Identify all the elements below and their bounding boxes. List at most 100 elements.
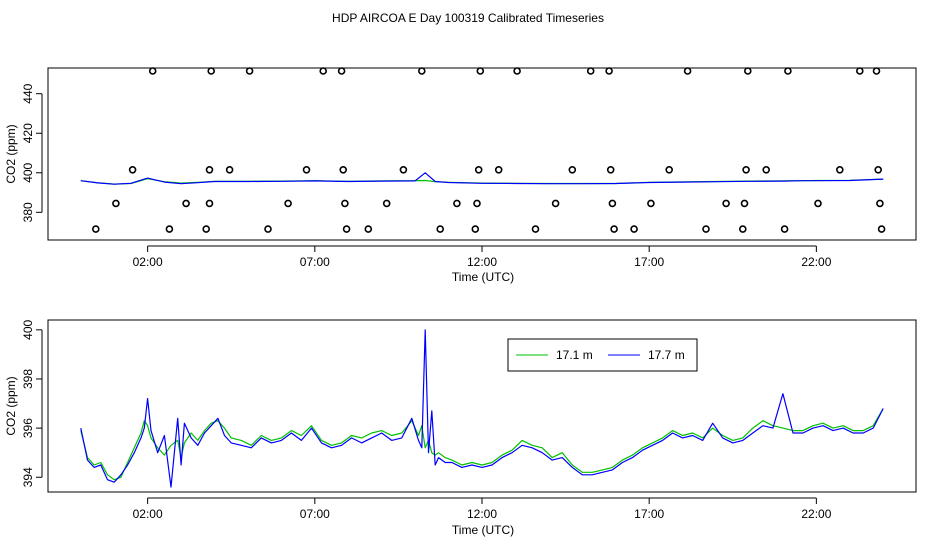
top-data-point	[245, 67, 254, 75]
bottom-x-axis-label: Time (UTC)	[452, 523, 514, 537]
top-data-point	[364, 225, 373, 233]
bottom-series-line-1	[80, 408, 884, 481]
top-data-point	[876, 199, 884, 208]
top-data-point	[784, 67, 792, 75]
top-series-line-2	[80, 172, 884, 185]
top-data-point	[531, 225, 540, 233]
figure-title: HDP AIRCOA E Day 100319 Calibrated Times…	[332, 11, 604, 25]
bottom-y-tick-label: 394	[21, 467, 35, 487]
top-data-point	[780, 225, 789, 233]
top-x-tick-label: 17:00	[634, 255, 664, 269]
bottom-y-tick-label: 400	[21, 319, 35, 339]
top-x-tick-label: 07:00	[300, 255, 330, 269]
top-data-point	[399, 166, 408, 174]
top-data-point	[610, 225, 618, 233]
top-x-axis-label: Time (UTC)	[452, 270, 514, 284]
top-x-axis: 02:00 07:00 12:00 17:00 22:00	[133, 245, 832, 269]
top-data-point	[202, 225, 210, 233]
top-data-point	[205, 199, 214, 208]
top-data-point	[738, 225, 747, 233]
top-data-point	[740, 199, 749, 208]
top-panel: 02:00 07:00 12:00 17:00 22:00 380 400 420 440 T…	[4, 67, 917, 284]
top-data-point	[302, 166, 311, 174]
top-data-point	[872, 67, 881, 75]
top-y-axis: 380 400 420 440	[21, 83, 43, 222]
top-x-tick-label: 02:00	[133, 255, 163, 269]
top-data-point	[476, 67, 485, 75]
top-data-point	[182, 199, 190, 208]
top-data-point	[471, 225, 480, 233]
top-data-point	[112, 199, 120, 208]
top-data-point	[474, 166, 483, 174]
top-data-point	[92, 225, 100, 233]
top-data-point	[417, 67, 426, 75]
top-data-point	[473, 199, 481, 208]
top-data-point	[702, 225, 710, 233]
bottom-series-line-2	[80, 329, 884, 488]
top-data-point	[630, 225, 638, 233]
top-data-point	[341, 199, 349, 208]
top-y-tick-label: 380	[21, 202, 35, 222]
top-data-point	[207, 67, 215, 75]
top-y-tick-label: 420	[21, 123, 35, 143]
top-data-point	[319, 67, 328, 75]
top-data-point	[284, 199, 292, 208]
top-data-point	[264, 225, 272, 233]
top-data-point	[586, 67, 595, 75]
top-data-point	[342, 225, 351, 233]
top-data-point	[814, 199, 822, 208]
bottom-y-axis: 394 396 398 400	[21, 319, 43, 487]
top-data-point	[606, 166, 615, 174]
top-data-point	[608, 199, 617, 208]
top-data-point	[855, 67, 864, 75]
top-data-point	[835, 166, 844, 174]
legend-label-series-1: 17.1 m	[556, 348, 593, 362]
top-data-point	[128, 166, 137, 174]
top-x-tick-label: 22:00	[801, 255, 831, 269]
top-data-point	[148, 67, 157, 75]
top-y-axis-label: CO2 (ppm)	[4, 124, 18, 183]
top-data-point	[551, 199, 560, 208]
top-series-lines	[80, 172, 884, 185]
legend-label-series-2: 17.7 m	[648, 348, 685, 362]
bottom-y-tick-label: 396	[21, 418, 35, 438]
top-data-point	[513, 67, 521, 75]
top-data-point	[647, 199, 655, 208]
top-data-point	[494, 166, 503, 174]
top-data-point	[605, 67, 613, 75]
bottom-x-tick-label: 17:00	[634, 507, 664, 521]
top-data-point	[205, 166, 214, 174]
bottom-x-tick-label: 12:00	[467, 507, 497, 521]
top-y-tick-label: 400	[21, 162, 35, 182]
bottom-x-axis: 02:00 07:00 12:00 17:00 22:00	[133, 497, 832, 521]
top-data-point	[165, 225, 174, 233]
top-data-point	[742, 166, 750, 174]
bottom-x-tick-label: 02:00	[133, 507, 163, 521]
bottom-x-tick-label: 22:00	[801, 507, 831, 521]
top-data-point	[665, 166, 674, 174]
top-data-point	[339, 166, 348, 174]
top-data-point	[743, 67, 752, 75]
top-data-point	[683, 67, 692, 75]
top-data-point	[436, 225, 445, 233]
bottom-x-tick-label: 07:00	[300, 507, 330, 521]
top-plot-frame	[47, 67, 917, 241]
top-data-point	[337, 67, 346, 75]
top-x-tick-label: 12:00	[467, 255, 497, 269]
bottom-y-tick-label: 398	[21, 369, 35, 389]
bottom-series-lines	[80, 329, 884, 488]
top-data-point	[874, 166, 883, 174]
bottom-plot-frame	[47, 319, 917, 493]
legend: 17.1 m 17.7 m	[507, 338, 698, 372]
top-data-point	[568, 166, 577, 174]
bottom-y-axis-label: CO2 (ppm)	[4, 376, 18, 435]
top-points	[92, 67, 886, 233]
bottom-panel: 02:00 07:00 12:00 17:00 22:00 394 396 398 400 T…	[4, 319, 917, 537]
top-data-point	[877, 225, 886, 233]
top-data-point	[762, 166, 771, 174]
top-data-point	[722, 199, 730, 208]
top-y-tick-label: 440	[21, 83, 35, 103]
top-data-point	[225, 166, 234, 174]
top-data-point	[453, 199, 461, 208]
